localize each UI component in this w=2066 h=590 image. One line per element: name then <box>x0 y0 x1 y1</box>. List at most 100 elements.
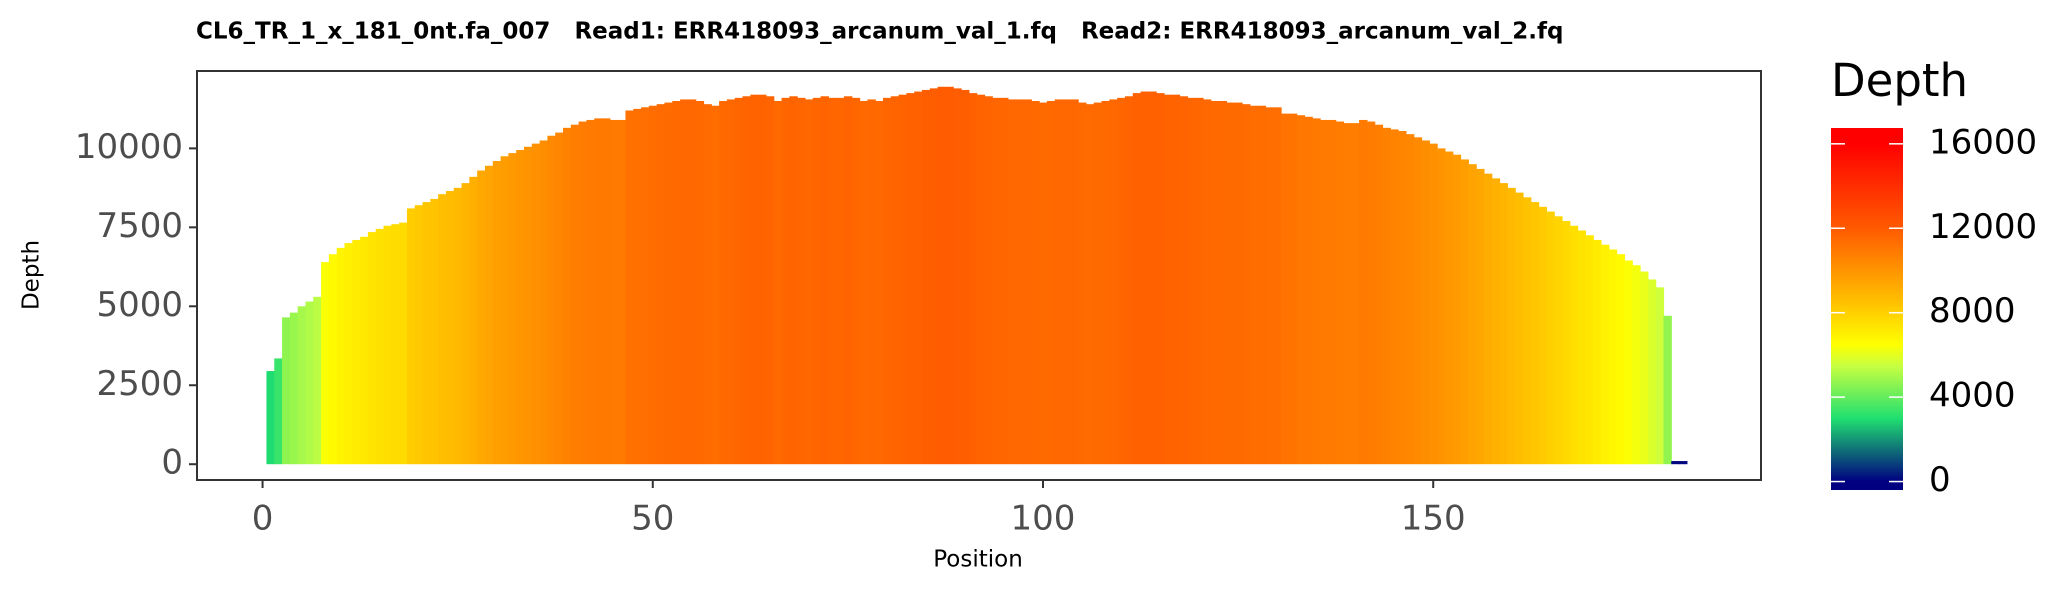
bar <box>656 104 666 465</box>
bar <box>1374 124 1384 465</box>
bar <box>602 118 611 465</box>
bar <box>992 97 1001 465</box>
bar <box>414 205 424 465</box>
bar <box>399 222 408 465</box>
bar <box>742 96 751 465</box>
x-tick-label: 100 <box>1011 499 1076 539</box>
bar <box>1171 94 1181 465</box>
bar <box>914 91 923 465</box>
bar <box>1148 91 1157 465</box>
bar <box>1234 102 1243 465</box>
bar <box>1265 107 1274 465</box>
bar <box>672 101 681 465</box>
bar <box>1312 118 1321 465</box>
bar <box>1437 148 1446 465</box>
bar <box>1093 102 1103 465</box>
bar <box>1546 211 1555 465</box>
y-tick-label: 5000 <box>96 285 183 325</box>
bar <box>1195 97 1204 465</box>
bar <box>1015 99 1025 465</box>
bar <box>851 97 861 465</box>
bar <box>937 86 947 465</box>
bar <box>1593 239 1602 465</box>
bar <box>360 236 369 465</box>
bar <box>1632 265 1641 465</box>
bar <box>484 165 494 465</box>
bar <box>1359 119 1368 465</box>
bar <box>375 228 385 465</box>
bar <box>726 99 736 465</box>
bar <box>843 96 853 465</box>
bar <box>1382 127 1391 465</box>
bar <box>633 108 642 465</box>
bar <box>1124 96 1134 465</box>
bar <box>648 105 658 465</box>
bar <box>344 243 353 465</box>
bar <box>687 99 697 465</box>
bar <box>1507 187 1516 465</box>
x-tick-label: 50 <box>631 499 674 539</box>
bar <box>1640 271 1649 465</box>
bar <box>758 94 767 465</box>
bar <box>1413 137 1423 465</box>
bar <box>391 224 400 465</box>
colorbar-label: 8000 <box>1929 291 2016 331</box>
bar <box>781 97 790 465</box>
bar <box>547 135 556 465</box>
bar <box>789 96 798 465</box>
bar <box>1460 159 1469 465</box>
bar <box>984 96 993 465</box>
colorbar <box>1831 128 1903 490</box>
bar <box>1530 202 1540 465</box>
bar <box>1405 134 1415 465</box>
bar <box>1483 173 1493 465</box>
bar <box>274 358 283 465</box>
y-tick-label: 10000 <box>75 127 183 167</box>
bar <box>695 101 705 465</box>
bar <box>875 101 884 465</box>
bar <box>1163 94 1173 465</box>
bar <box>531 143 541 465</box>
bar <box>859 101 868 465</box>
bar <box>734 97 744 465</box>
bar <box>1273 107 1282 465</box>
bar <box>336 247 346 465</box>
bar <box>1304 116 1313 465</box>
bar <box>867 99 876 465</box>
bar <box>1062 99 1071 465</box>
bar <box>1444 151 1454 465</box>
bar <box>1522 197 1532 465</box>
bar <box>1663 315 1672 465</box>
bar <box>617 119 627 465</box>
bar <box>1585 235 1594 465</box>
bar <box>313 296 322 465</box>
bar <box>352 239 361 465</box>
bar <box>289 312 299 465</box>
x-tick-label: 0 <box>252 499 274 539</box>
bar <box>1515 192 1524 465</box>
bar <box>1601 244 1610 465</box>
bar <box>898 94 908 465</box>
bar <box>1070 99 1079 465</box>
y-tick-label: 2500 <box>96 364 183 404</box>
bar <box>929 88 939 465</box>
bar <box>750 94 759 465</box>
bar <box>1561 221 1571 465</box>
bar <box>1476 168 1485 465</box>
bar <box>492 161 502 465</box>
bar <box>625 110 634 465</box>
colorbar-label: 12000 <box>1929 207 2037 247</box>
bar <box>922 89 931 465</box>
bar <box>968 93 978 465</box>
bar <box>438 194 447 465</box>
bar <box>1320 119 1329 465</box>
bar <box>1202 99 1212 465</box>
bar <box>1179 96 1188 465</box>
bar <box>1054 99 1064 465</box>
bar <box>773 101 783 465</box>
bar <box>1624 260 1633 465</box>
bar <box>1343 123 1352 465</box>
bar <box>1218 101 1227 465</box>
bar <box>828 97 837 465</box>
bar <box>1452 154 1462 465</box>
